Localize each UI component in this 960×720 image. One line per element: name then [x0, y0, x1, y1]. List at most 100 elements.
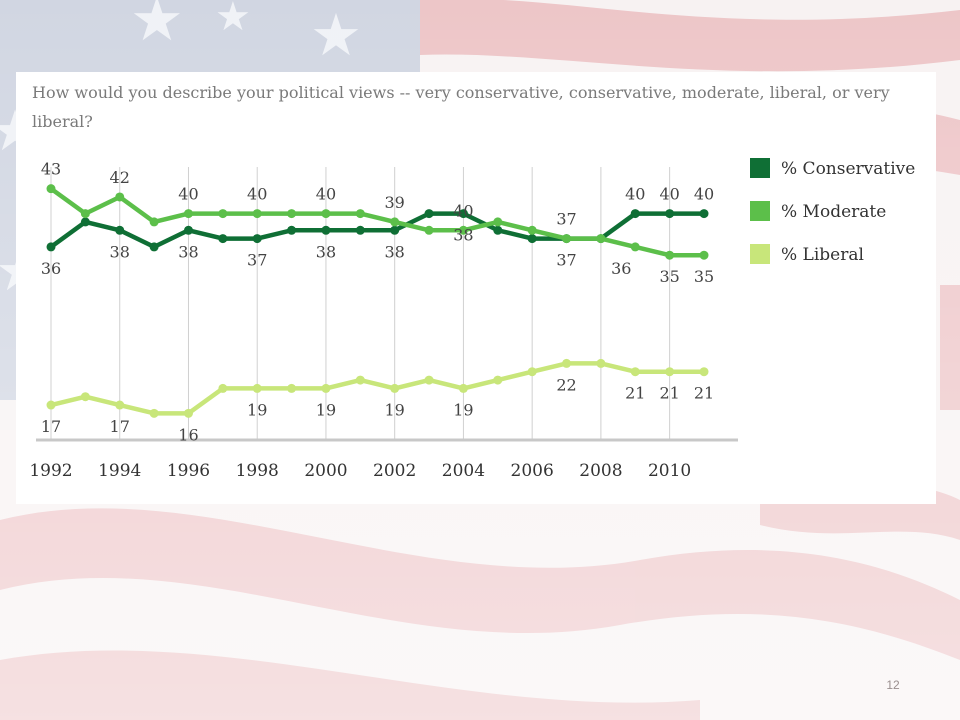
series-line-liberal: [50, 361, 704, 416]
legend-swatch-conservative: [750, 158, 770, 178]
data-point-conservative: [287, 225, 297, 235]
data-label-moderate: 40: [247, 185, 267, 204]
legend-swatch-moderate: [750, 201, 770, 221]
legend-label-conservative: % Conservative: [781, 159, 915, 179]
data-point-liberal: [80, 392, 90, 402]
legend-swatch-liberal: [750, 244, 770, 264]
data-point-liberal: [287, 383, 297, 393]
data-point-moderate: [218, 209, 228, 219]
data-point-moderate: [287, 209, 297, 219]
data-label-moderate: 42: [110, 168, 130, 187]
data-point-moderate: [355, 209, 365, 219]
data-label-liberal: 21: [694, 384, 714, 403]
data-point-moderate: [424, 225, 434, 235]
data-label-conservative: 38: [178, 242, 198, 261]
series-line-moderate: [49, 186, 704, 258]
x-tick-label: 2010: [648, 461, 691, 481]
data-point-conservative: [527, 234, 537, 244]
data-label-liberal: 19: [453, 400, 473, 419]
data-label-moderate: 39: [385, 193, 405, 212]
legend-label-liberal: % Liberal: [781, 245, 864, 265]
data-point-moderate: [458, 225, 468, 235]
data-point-liberal: [562, 358, 572, 368]
data-point-moderate: [183, 209, 193, 219]
data-point-conservative: [80, 217, 90, 227]
data-point-liberal: [46, 400, 56, 410]
data-point-moderate: [665, 250, 675, 260]
x-tick-label: 2002: [373, 461, 416, 481]
data-point-liberal: [149, 408, 159, 418]
data-point-conservative: [115, 225, 125, 235]
data-label-liberal: 19: [385, 400, 405, 419]
data-point-moderate: [390, 217, 400, 227]
data-point-conservative: [424, 209, 434, 219]
data-point-conservative: [458, 209, 468, 219]
data-label-liberal: 19: [316, 400, 336, 419]
x-tick-label: 1996: [167, 461, 210, 481]
data-label-moderate: 43: [41, 160, 61, 179]
data-label-moderate: 37: [556, 210, 576, 229]
data-point-liberal: [252, 383, 262, 393]
data-point-conservative: [183, 225, 193, 235]
data-point-moderate: [252, 209, 262, 219]
data-label-moderate: 40: [453, 201, 473, 220]
data-label-liberal: 21: [659, 384, 679, 403]
data-point-liberal: [699, 367, 709, 377]
data-point-conservative: [355, 225, 365, 235]
data-label-conservative: 38: [316, 242, 336, 261]
data-point-moderate: [562, 234, 572, 244]
data-point-conservative: [321, 225, 331, 235]
data-point-liberal: [596, 358, 606, 368]
data-point-liberal: [390, 383, 400, 393]
data-label-conservative: 37: [556, 251, 576, 270]
data-point-liberal: [493, 375, 503, 385]
data-label-conservative: 36: [41, 259, 61, 278]
data-point-liberal: [527, 367, 537, 377]
data-point-conservative: [699, 209, 709, 219]
data-point-conservative: [46, 242, 56, 252]
data-point-conservative: [149, 242, 159, 252]
data-point-liberal: [218, 383, 228, 393]
data-point-liberal: [665, 367, 675, 377]
data-point-conservative: [218, 234, 228, 244]
data-point-moderate: [630, 242, 640, 252]
data-label-conservative: 38: [110, 242, 130, 261]
data-label-liberal: 17: [41, 417, 61, 436]
data-label-conservative: 40: [659, 185, 679, 204]
data-label-conservative: 40: [625, 185, 645, 204]
data-point-liberal: [115, 400, 125, 410]
data-point-conservative: [390, 225, 400, 235]
data-point-conservative: [630, 209, 640, 219]
data-label-conservative: 38: [385, 242, 405, 261]
data-label-moderate: 40: [316, 185, 336, 204]
data-point-moderate: [321, 209, 331, 219]
data-label-conservative: 37: [247, 251, 267, 270]
chart-panel: How would you describe your political vi…: [16, 72, 936, 504]
line-chart: 1992 1994 1996 1998 2000 2002 2004 2006 2008 2010…: [29, 158, 915, 481]
data-point-liberal: [424, 375, 434, 385]
legend-label-moderate: % Moderate: [781, 202, 886, 222]
data-point-moderate: [493, 217, 503, 227]
data-point-conservative: [665, 209, 675, 219]
data-label-conservative: 38: [453, 226, 473, 245]
data-point-moderate: [596, 234, 606, 244]
data-label-moderate: 40: [178, 185, 198, 204]
data-point-liberal: [458, 383, 468, 393]
data-label-liberal: 16: [178, 425, 198, 444]
data-label-moderate: 35: [659, 267, 679, 286]
x-tick-label: 2006: [511, 461, 554, 481]
data-point-liberal: [321, 383, 331, 393]
data-point-liberal: [355, 375, 365, 385]
data-label-liberal: 19: [247, 400, 267, 419]
slide-number: 12: [886, 678, 900, 692]
data-label-moderate: 35: [694, 267, 714, 286]
x-tick-label: 1994: [98, 461, 141, 481]
data-label-moderate: 36: [611, 259, 631, 278]
x-tick-label: 2004: [442, 461, 485, 481]
data-point-moderate: [46, 184, 56, 194]
data-label-liberal: 21: [625, 384, 645, 403]
data-point-moderate: [699, 250, 709, 260]
data-point-conservative: [493, 225, 503, 235]
data-point-liberal: [183, 408, 193, 418]
data-point-conservative: [252, 234, 262, 244]
